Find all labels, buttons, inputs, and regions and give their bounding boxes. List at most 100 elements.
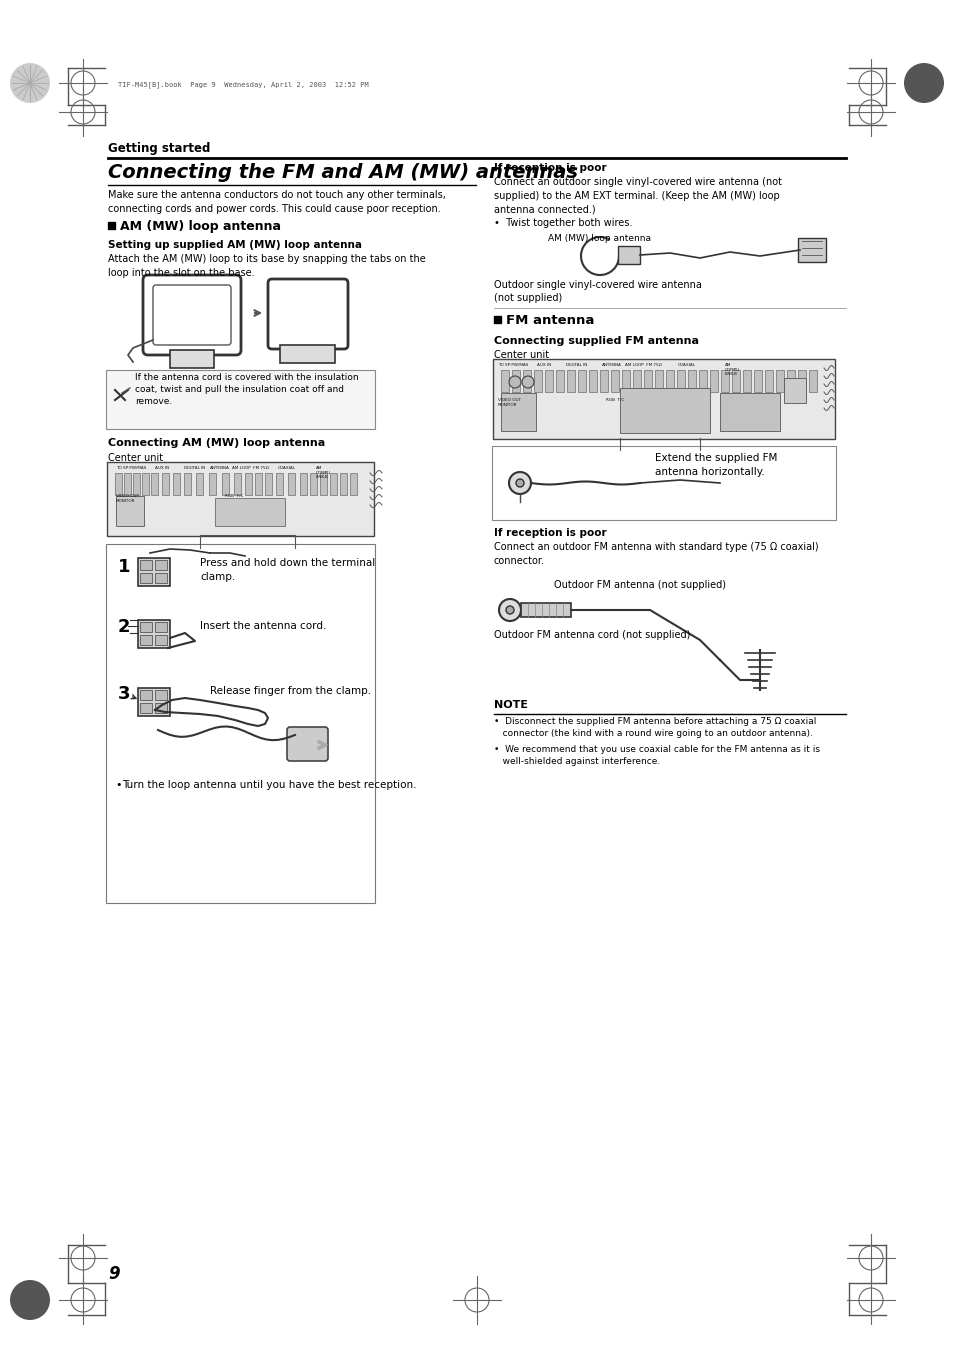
Text: Connect an outdoor single vinyl-covered wire antenna (not
supplied) to the AM EX: Connect an outdoor single vinyl-covered … — [494, 177, 781, 215]
Circle shape — [509, 376, 520, 388]
Text: •  Disconnect the supplied FM antenna before attaching a 75 Ω coaxial
   connect: • Disconnect the supplied FM antenna bef… — [494, 717, 816, 738]
Bar — [797, 238, 825, 262]
Text: Connect an outdoor FM antenna with standard type (75 Ω coaxial)
connector.: Connect an outdoor FM antenna with stand… — [494, 542, 818, 566]
FancyBboxPatch shape — [106, 544, 375, 902]
Bar — [140, 621, 152, 632]
Bar — [151, 473, 158, 494]
Text: Outdoor single vinyl-covered wire antenna
(not supplied): Outdoor single vinyl-covered wire antenn… — [494, 280, 701, 303]
Text: 1: 1 — [118, 558, 131, 576]
Bar — [154, 690, 167, 700]
Bar — [522, 370, 531, 392]
Text: Attach the AM (MW) loop to its base by snapping the tabs on the
loop into the sl: Attach the AM (MW) loop to its base by s… — [108, 254, 425, 278]
Bar — [275, 473, 283, 494]
Text: TO SP·PW/MAS: TO SP·PW/MAS — [497, 363, 528, 367]
Bar — [699, 370, 706, 392]
Text: Release finger from the clamp.: Release finger from the clamp. — [210, 686, 371, 696]
Bar — [350, 473, 356, 494]
Bar — [655, 370, 662, 392]
Text: 2: 2 — [118, 617, 131, 636]
Text: TIF-M45[B].book  Page 9  Wednesday, April 2, 2003  12:52 PM: TIF-M45[B].book Page 9 Wednesday, April … — [118, 81, 369, 88]
Text: AM (MW) loop antenna: AM (MW) loop antenna — [120, 220, 281, 232]
Bar — [184, 473, 191, 494]
Bar — [520, 603, 571, 617]
Text: Make sure the antenna conductors do not touch any other terminals,
connecting co: Make sure the antenna conductors do not … — [108, 190, 445, 213]
Bar — [677, 370, 684, 392]
Bar — [233, 473, 241, 494]
Bar — [720, 393, 780, 431]
Text: DIGITAL IN: DIGITAL IN — [184, 466, 205, 470]
Circle shape — [10, 63, 50, 103]
Bar — [494, 316, 500, 323]
Text: RGB  T/C: RGB T/C — [225, 494, 243, 499]
FancyBboxPatch shape — [492, 446, 835, 520]
Bar — [154, 703, 167, 713]
Bar — [154, 573, 167, 584]
Bar — [753, 370, 761, 392]
Text: FM antenna: FM antenna — [505, 313, 594, 327]
Bar — [116, 496, 144, 526]
Bar — [140, 635, 152, 644]
Bar — [310, 473, 316, 494]
Bar — [170, 350, 213, 367]
Bar — [500, 370, 509, 392]
Bar — [619, 388, 709, 434]
Bar — [643, 370, 651, 392]
Bar — [687, 370, 696, 392]
Bar — [280, 345, 335, 363]
Bar — [731, 370, 740, 392]
Circle shape — [903, 63, 943, 103]
Circle shape — [509, 471, 531, 494]
Bar — [544, 370, 553, 392]
Text: ANTENNA: ANTENNA — [210, 466, 230, 470]
Text: VIDEO OUT
MONITOR: VIDEO OUT MONITOR — [116, 494, 139, 503]
Bar — [154, 621, 167, 632]
Text: Connecting the FM and AM (MW) antennas: Connecting the FM and AM (MW) antennas — [108, 163, 578, 182]
Bar — [566, 370, 575, 392]
Text: Setting up supplied AM (MW) loop antenna: Setting up supplied AM (MW) loop antenna — [108, 240, 361, 250]
Bar — [556, 370, 563, 392]
Bar — [339, 473, 347, 494]
Text: Center unit: Center unit — [108, 453, 163, 463]
Text: COAXIAL: COAXIAL — [277, 466, 295, 470]
Text: If reception is poor: If reception is poor — [494, 163, 606, 173]
Bar — [534, 370, 541, 392]
Text: 9: 9 — [108, 1265, 119, 1283]
Bar — [245, 473, 252, 494]
Bar — [599, 370, 607, 392]
Bar — [138, 620, 170, 648]
Bar — [209, 473, 215, 494]
FancyBboxPatch shape — [493, 359, 834, 439]
Text: •  We recommend that you use coaxial cable for the FM antenna as it is
   well-s: • We recommend that you use coaxial cabl… — [494, 744, 820, 766]
Bar — [786, 370, 794, 392]
Text: AM (MW) loop antenna: AM (MW) loop antenna — [547, 234, 650, 243]
Bar — [610, 370, 618, 392]
Bar — [172, 473, 180, 494]
Text: If reception is poor: If reception is poor — [494, 528, 606, 538]
Bar — [764, 370, 772, 392]
Bar — [162, 473, 169, 494]
Bar — [588, 370, 597, 392]
Bar — [108, 222, 115, 230]
Bar — [720, 370, 728, 392]
Bar — [138, 558, 170, 586]
Bar — [142, 473, 149, 494]
Bar — [578, 370, 585, 392]
Bar — [621, 370, 629, 392]
Text: Connecting AM (MW) loop antenna: Connecting AM (MW) loop antenna — [108, 438, 325, 449]
Text: Extend the supplied FM
antenna horizontally.: Extend the supplied FM antenna horizonta… — [655, 453, 777, 477]
Text: AM LOOP  FM 75Ω: AM LOOP FM 75Ω — [624, 363, 661, 367]
Bar — [808, 370, 816, 392]
Text: If the antenna cord is covered with the insulation
coat, twist and pull the insu: If the antenna cord is covered with the … — [135, 373, 358, 407]
Bar — [775, 370, 783, 392]
Text: AM LOOP  FM 75Ω: AM LOOP FM 75Ω — [232, 466, 269, 470]
Bar — [140, 703, 152, 713]
Text: Center unit: Center unit — [494, 350, 549, 359]
Text: •: • — [115, 780, 121, 790]
Bar — [742, 370, 750, 392]
Circle shape — [516, 480, 523, 486]
Text: AM
COMPU
LINK-B: AM COMPU LINK-B — [724, 363, 740, 376]
Bar — [154, 635, 167, 644]
Bar — [254, 473, 262, 494]
Bar — [783, 378, 805, 403]
Bar — [154, 561, 167, 570]
